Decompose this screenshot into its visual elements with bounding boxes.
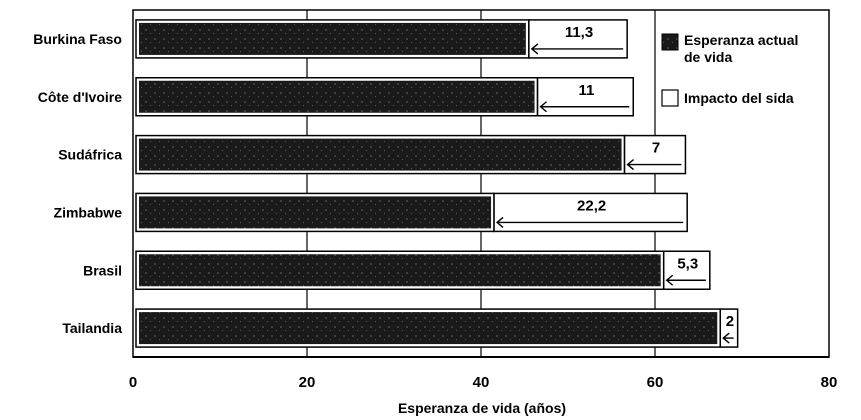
category-labels: Burkina Faso Côte d'Ivoire Sudáfrica Zimbab… bbox=[33, 31, 122, 336]
legend-swatch-current bbox=[661, 33, 679, 51]
bar-current bbox=[139, 138, 622, 171]
bar-impact bbox=[536, 77, 634, 117]
x-tick-label: 60 bbox=[647, 374, 664, 391]
x-tick-label: 80 bbox=[821, 374, 838, 391]
bar-current bbox=[139, 80, 535, 113]
legend-label-current: Esperanza actual de vida bbox=[684, 32, 798, 65]
x-tick-label: 40 bbox=[473, 374, 490, 391]
x-axis-ticks: 0 20 40 60 80 bbox=[129, 374, 838, 391]
bar-current bbox=[139, 312, 718, 345]
data-label: 5,3 bbox=[677, 255, 698, 272]
impact-arrowhead bbox=[530, 43, 539, 55]
bar-current bbox=[139, 196, 492, 229]
category-label: Tailandia bbox=[62, 320, 122, 336]
data-label: 7 bbox=[652, 140, 660, 157]
category-label: Côte d'Ivoire bbox=[38, 89, 122, 105]
data-label: 2 bbox=[726, 313, 734, 330]
category-label: Sudáfrica bbox=[58, 147, 122, 163]
bar-current bbox=[139, 22, 526, 55]
plot-area bbox=[132, 9, 830, 358]
bar-impact bbox=[623, 134, 687, 175]
impact-arrowhead bbox=[539, 101, 547, 113]
impact-arrowhead bbox=[495, 216, 504, 228]
category-label: Brasil bbox=[83, 262, 122, 278]
legend: Esperanza actual de vida Impacto del sida bbox=[661, 32, 798, 107]
bars: 11,3 11 7 22,2 5,3 2 bbox=[135, 19, 739, 348]
data-label: 11 bbox=[578, 82, 594, 99]
bar-impact bbox=[493, 192, 688, 233]
legend-label-impact: Impacto del sida bbox=[684, 90, 794, 106]
data-label: 11,3 bbox=[565, 24, 593, 41]
bar-current bbox=[139, 254, 661, 287]
x-tick-label: 0 bbox=[129, 374, 137, 391]
category-label: Burkina Faso bbox=[33, 31, 122, 47]
data-label: 22,2 bbox=[577, 197, 606, 214]
impact-arrowhead bbox=[626, 159, 634, 171]
bar-impact bbox=[528, 19, 628, 59]
x-tick-label: 20 bbox=[299, 374, 316, 391]
impact-arrowhead bbox=[722, 332, 730, 344]
legend-swatch-impact bbox=[661, 89, 679, 107]
category-label: Zimbabwe bbox=[54, 204, 123, 220]
impact-arrowhead bbox=[665, 274, 674, 286]
bar-impact bbox=[662, 250, 711, 290]
x-axis-label: Esperanza de vida (años) bbox=[398, 400, 566, 416]
